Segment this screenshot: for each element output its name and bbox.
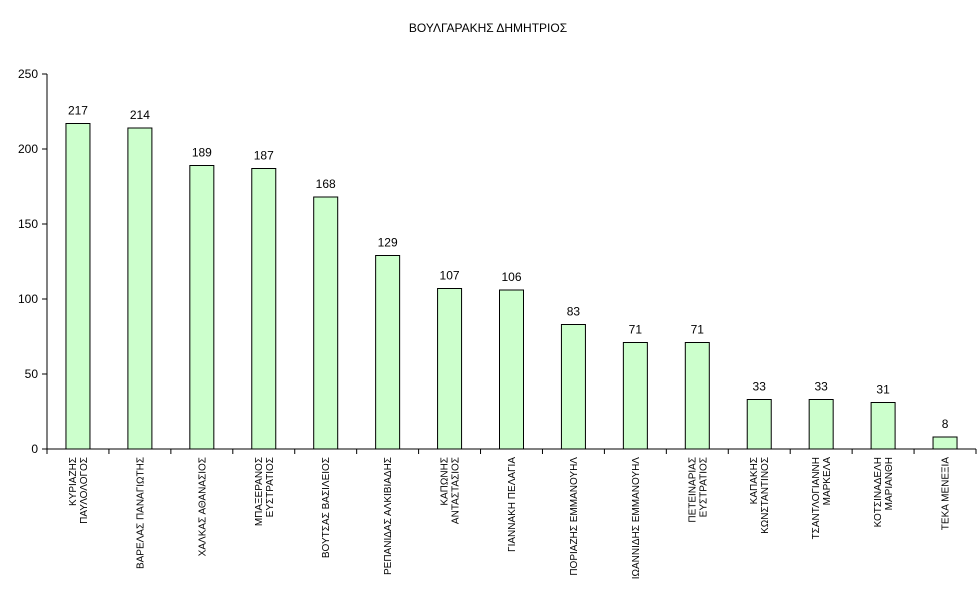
- category-label-line: ΜΑΡΚΕΛΑ: [822, 457, 833, 506]
- bar-value-label: 168: [316, 177, 336, 191]
- category-label-line: ΜΠΑΞΕΡΑΝΟΣ: [254, 457, 265, 526]
- category-label-line: ΡΕΠΑΝΙΔΑΣ ΑΛΚΙΒΙΑΔΗΣ: [383, 457, 394, 575]
- value-labels-group: 217 214 189 187 168 129 107 106 83 71 71 33 33 31 8: [68, 104, 949, 432]
- bar-value-label: 189: [192, 146, 212, 160]
- bar: [437, 288, 463, 450]
- category-label-line: ΒΑΡΕΛΑΣ ΠΑΝΑΓΙΩΤΗΣ: [135, 457, 146, 569]
- category-label-line: ΠΕΤΕΙΝΑΡΙΑΣ: [687, 457, 698, 523]
- bar-value-label: 106: [501, 270, 521, 284]
- category-label-line: ΑΝΤΑΣΤΑΣΙΟΣ: [451, 457, 462, 524]
- category-label-line: ΧΑΛΚΑΣ ΑΘΑΝΑΣΙΟΣ: [197, 457, 208, 556]
- bar: [684, 342, 710, 450]
- category-label: ΧΑΛΚΑΣ ΑΘΑΝΑΣΙΟΣ: [197, 457, 208, 556]
- bar: [870, 402, 896, 450]
- bar: [499, 289, 524, 450]
- bar: [622, 342, 648, 450]
- category-label: ΚΟΤΣΙΝΑΔΕΛΗ ΜΑΡΙΑΝΘΗ: [873, 457, 895, 527]
- category-labels-group: ΚΥΡΙΑΖΗΣ ΠΑΥΛΟΛΟΓΟΣ ΒΑΡΕΛΑΣ ΠΑΝΑΓΙΩΤΗΣ ΧΑΛΚ…: [68, 457, 952, 580]
- bar-value-label: 71: [691, 323, 705, 337]
- category-label-line: ΤΕΚΑ ΜΕΝΕΞΙΑ: [941, 457, 952, 531]
- category-label-line: ΠΟΡΙΑΖΗΣ ΕΜΜΑΝΟΥΗΛ: [569, 457, 580, 576]
- bars-group: [65, 123, 958, 450]
- bar: [251, 168, 277, 450]
- bar-value-label: 107: [440, 269, 460, 283]
- category-label: ΚΥΡΙΑΖΗΣ ΠΑΥΛΟΛΟΓΟΣ: [68, 457, 90, 524]
- y-tick-label: 200: [18, 142, 38, 156]
- category-label-line: ΚΟΤΣΙΝΑΔΕΛΗ: [873, 457, 884, 527]
- category-label: ΤΕΚΑ ΜΕΝΕΞΙΑ: [941, 457, 952, 531]
- category-label-line: ΠΑΥΛΟΛΟΓΟΣ: [79, 457, 90, 524]
- x-axis: [46, 448, 977, 454]
- bar: [65, 123, 91, 450]
- category-label-line: ΚΑΠΩΝΗΣ: [440, 457, 451, 506]
- bar-value-label: 8: [942, 417, 949, 431]
- bar-value-label: 31: [876, 383, 890, 397]
- category-label-line: ΕΥΣΤΡΑΤΙΟΣ: [265, 457, 276, 517]
- bar-value-label: 214: [130, 108, 150, 122]
- bar-value-label: 33: [753, 380, 767, 394]
- category-label-line: ΚΩΝΣΤΑΝΤΙΝΟΣ: [760, 457, 771, 534]
- y-tick-label: 250: [18, 67, 38, 81]
- category-label: ΚΑΠΩΝΗΣ ΑΝΤΑΣΤΑΣΙΟΣ: [440, 457, 462, 524]
- y-tick-label: 0: [31, 442, 38, 456]
- category-label-line: ΕΥΣΤΡΑΤΙΟΣ: [698, 457, 709, 517]
- bar-value-label: 33: [814, 380, 828, 394]
- y-tick-label: 50: [25, 367, 39, 381]
- bar-value-label: 83: [567, 305, 581, 319]
- category-label-line: ΜΑΡΙΑΝΘΗ: [884, 457, 895, 510]
- bar-value-label: 71: [629, 323, 643, 337]
- bar: [560, 324, 586, 450]
- y-tick-label: 100: [18, 292, 38, 306]
- category-label-line: ΓΙΑΝΝΑΚΗ ΠΕΛΑΓΙΑ: [507, 457, 518, 552]
- category-label-line: ΤΣΑΝΤΛΟΓΙΑΝΝΗ: [811, 457, 822, 539]
- category-label: ΒΑΡΕΛΑΣ ΠΑΝΑΓΙΩΤΗΣ: [135, 457, 146, 569]
- bar: [313, 196, 339, 450]
- category-label: ΓΙΑΝΝΑΚΗ ΠΕΛΑΓΙΑ: [507, 457, 518, 552]
- category-label: ΠΟΡΙΑΖΗΣ ΕΜΜΑΝΟΥΗΛ: [569, 457, 580, 576]
- chart-title: ΒΟΥΛΓΑΡΑΚΗΣ ΔΗΜΗΤΡΙΟΣ: [409, 21, 567, 35]
- bar: [808, 399, 834, 450]
- category-label-line: ΒΟΥΤΣΑΣ ΒΑΣΙΛΕΙΟΣ: [321, 457, 332, 558]
- bar: [932, 436, 958, 450]
- category-label: ΤΣΑΝΤΛΟΓΙΑΝΝΗ ΜΑΡΚΕΛΑ: [811, 457, 833, 540]
- category-label-line: ΚΑΠΑΚΗΣ: [749, 457, 760, 504]
- bar-value-label: 129: [378, 236, 398, 250]
- bar: [127, 127, 153, 450]
- y-axis: 0 50 100 150 200 250: [18, 67, 48, 456]
- bar: [189, 165, 215, 450]
- bar: [375, 255, 401, 450]
- bar-value-label: 187: [254, 149, 274, 163]
- category-label-line: ΙΩΑΝΝΙΔΗΣ ΕΜΜΑΝΟΥΗΛ: [631, 457, 642, 580]
- category-label: ΜΠΑΞΕΡΑΝΟΣ ΕΥΣΤΡΑΤΙΟΣ: [254, 457, 276, 526]
- category-label: ΚΑΠΑΚΗΣ ΚΩΝΣΤΑΝΤΙΝΟΣ: [749, 457, 771, 534]
- bar-value-label: 217: [68, 104, 88, 118]
- category-label: ΙΩΑΝΝΙΔΗΣ ΕΜΜΑΝΟΥΗΛ: [631, 457, 642, 580]
- category-label: ΠΕΤΕΙΝΑΡΙΑΣ ΕΥΣΤΡΑΤΙΟΣ: [687, 457, 709, 523]
- bar: [746, 399, 772, 450]
- category-label: ΒΟΥΤΣΑΣ ΒΑΣΙΛΕΙΟΣ: [321, 457, 332, 558]
- category-label-line: ΚΥΡΙΑΖΗΣ: [68, 457, 79, 506]
- y-tick-label: 150: [18, 217, 38, 231]
- category-label: ΡΕΠΑΝΙΔΑΣ ΑΛΚΙΒΙΑΔΗΣ: [383, 457, 394, 575]
